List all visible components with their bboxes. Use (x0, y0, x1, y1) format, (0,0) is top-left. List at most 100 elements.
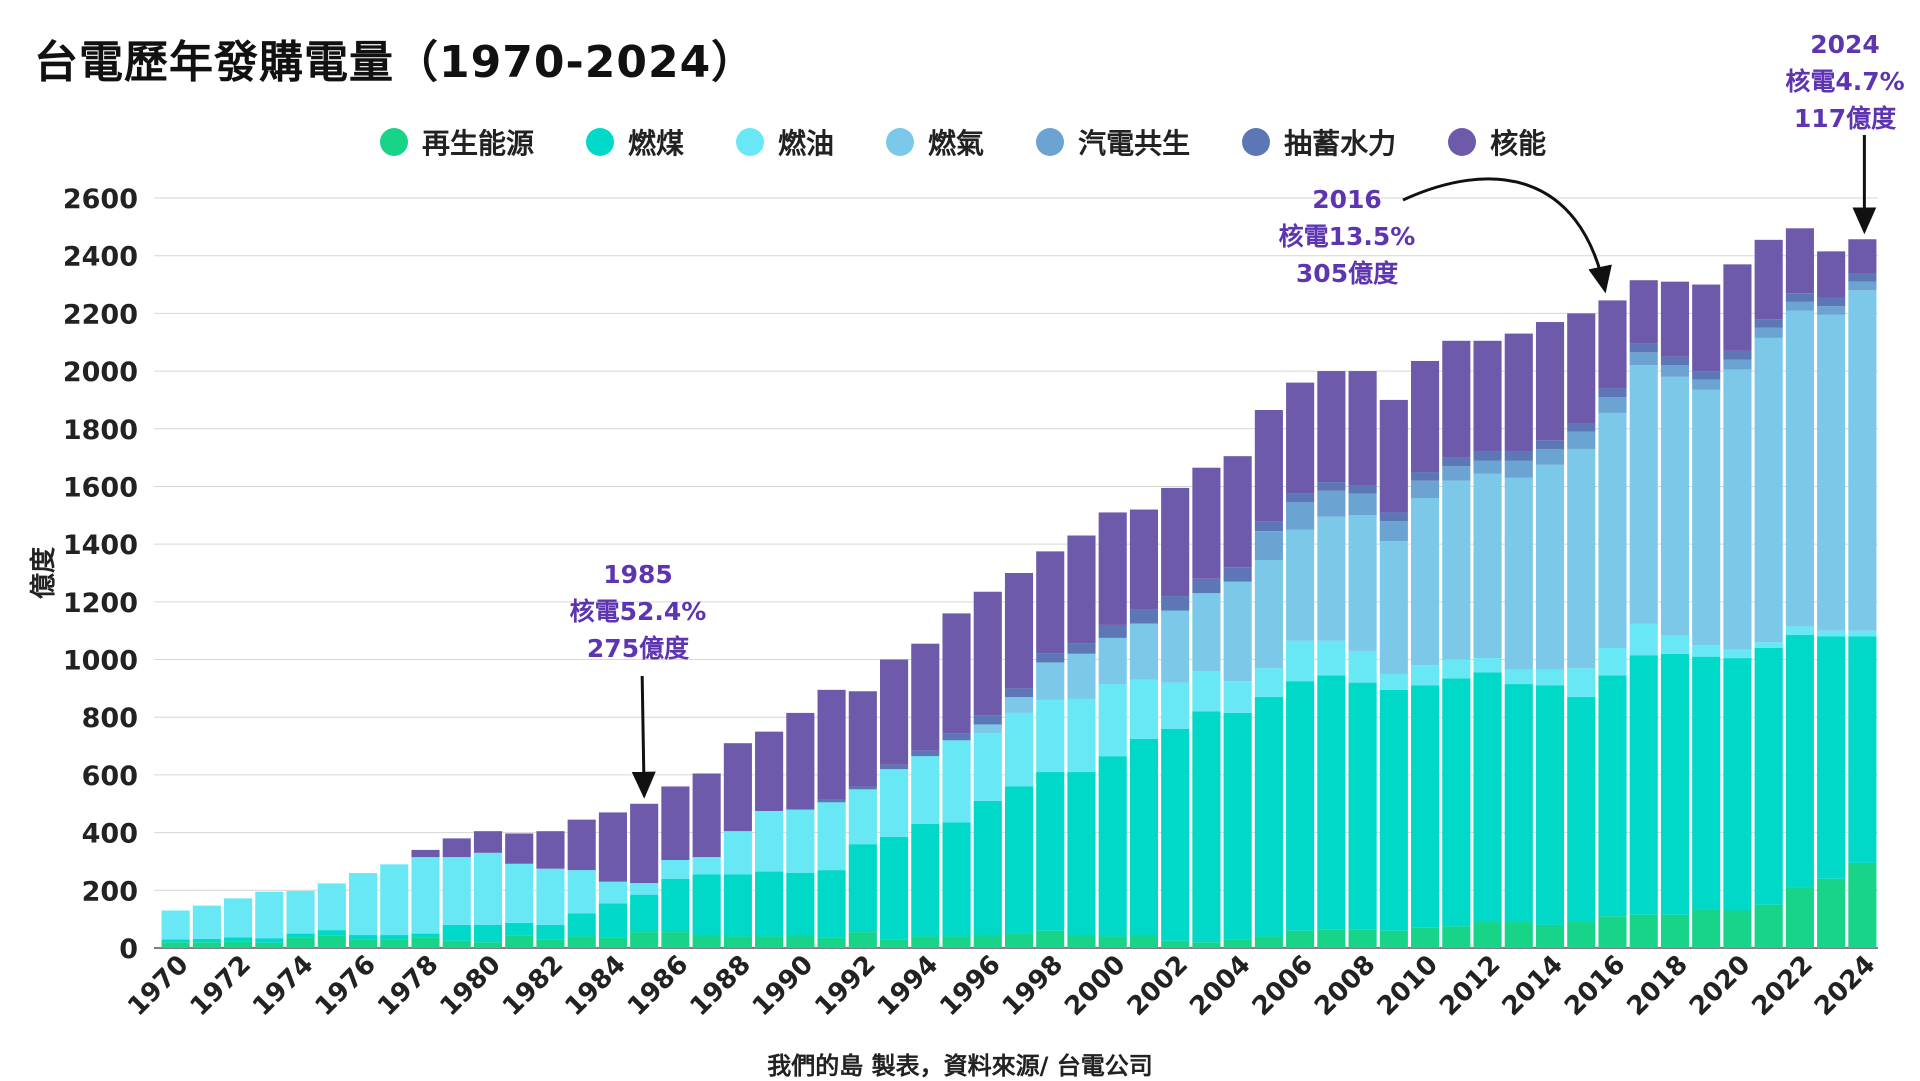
x-tick-label: 2014 (1497, 950, 1569, 1022)
bar-segment (879, 764, 909, 770)
bar-segment (442, 940, 471, 948)
bar-segment (786, 935, 815, 948)
bar-segment (661, 878, 690, 933)
legend-label: 核能 (1490, 127, 1547, 160)
bar-segment (1004, 573, 1034, 689)
bar-segment (1598, 916, 1627, 948)
y-tick-label: 800 (82, 703, 138, 734)
bar-segment (1411, 665, 1440, 686)
bar-segment (973, 724, 1002, 734)
bar-segment (630, 894, 659, 933)
bar-segment (661, 932, 690, 948)
bar-segment (1286, 382, 1315, 494)
bar-segment (1504, 333, 1533, 452)
bar-segment (1442, 659, 1471, 679)
legend-item: 抽蓄水力 (1242, 122, 1396, 162)
bar-segment (1442, 457, 1471, 467)
bar-segment (786, 809, 815, 873)
y-tick-label: 200 (82, 876, 138, 907)
bar-segment (1754, 239, 1783, 320)
bar-segment (1379, 689, 1408, 931)
bar-segment (1348, 682, 1377, 930)
bar-segment (1567, 697, 1596, 923)
bar-segment (1848, 862, 1877, 948)
bar-segment (1473, 658, 1502, 673)
legend-swatch (1036, 128, 1065, 156)
bar-segment (536, 939, 565, 948)
bar-segment (411, 933, 440, 938)
x-tick-label: 2010 (1372, 950, 1444, 1022)
bar-segment (1098, 624, 1127, 638)
legend-item: 燃氣 (886, 122, 984, 162)
bar-segment (1723, 264, 1752, 351)
annotation-2024-year: 2024 (1810, 30, 1880, 59)
bar-segment (1254, 668, 1283, 698)
legend-item: 再生能源 (380, 122, 534, 162)
bar-segment (1317, 929, 1346, 948)
bar-segment (1379, 399, 1408, 513)
annotation-1985: 1985 核電52.4% 275億度 (553, 556, 723, 667)
bar-segment (911, 823, 940, 937)
x-tick-label: 1994 (872, 950, 944, 1022)
bar-segment (1067, 935, 1096, 948)
bar-segment (1036, 662, 1065, 700)
bar-segment (1317, 490, 1346, 517)
bar-segment (224, 898, 253, 938)
bar-segment (1098, 684, 1127, 757)
x-tick-label: 1998 (997, 950, 1069, 1022)
x-tick-label: 1978 (372, 950, 444, 1022)
bar-segment (1379, 521, 1408, 542)
bar-segment (1004, 786, 1034, 934)
bar-segment (1535, 322, 1565, 441)
bar-segment (1660, 376, 1690, 636)
bar-segment (380, 935, 409, 940)
bar-segment (1567, 431, 1596, 449)
bar-segment (1129, 623, 1159, 680)
bar-segment (1817, 297, 1846, 307)
x-tick-label: 2024 (1809, 950, 1881, 1022)
bar-segment (411, 857, 440, 934)
bar-segment (598, 812, 627, 882)
bar-segment (1723, 658, 1752, 911)
bar-segment (1754, 642, 1783, 648)
bar-segment (1535, 448, 1565, 465)
bar-segment (661, 786, 690, 861)
bar-segment (1598, 648, 1627, 676)
legend-label: 汽電共生 (1078, 127, 1191, 160)
bar-segment (755, 810, 784, 872)
x-tick-label: 2000 (1059, 950, 1131, 1022)
legend-label: 燃煤 (628, 127, 685, 160)
bar-segment (598, 881, 627, 904)
bar-segment (1660, 365, 1690, 377)
bar-segment (1254, 521, 1283, 532)
bar-segment (1004, 688, 1034, 698)
bar-segment (1535, 924, 1565, 948)
bar-segment (286, 890, 315, 934)
bar-segment (348, 873, 378, 936)
bar-segment (1848, 281, 1877, 291)
bar-segment (1848, 290, 1877, 631)
bar-segment (317, 883, 346, 931)
bar-segment (1598, 675, 1627, 917)
bar-segment (1504, 451, 1533, 461)
bar-segment (1692, 645, 1721, 657)
bar-segment (1660, 653, 1690, 915)
bar-segment (192, 942, 221, 948)
bar-segment (1254, 410, 1283, 522)
bar-segment (1567, 423, 1596, 432)
bar-segment (473, 831, 503, 853)
bar-segment (1192, 593, 1221, 672)
bar-segment (1442, 926, 1471, 948)
bar-segment (1286, 681, 1315, 931)
bar-segment (1192, 942, 1221, 948)
bar-segment (567, 936, 596, 948)
bar-segment (505, 833, 534, 864)
bar-segment (1785, 310, 1814, 627)
bar-segment (1629, 343, 1658, 353)
bar-segment (1723, 910, 1752, 948)
source-note: 我們的島 製表，資料來源/ 台電公司 (767, 1052, 1153, 1080)
legend: 再生能源 燃煤 燃油 燃氣 汽電共生 抽蓄水力 核能 (380, 120, 1598, 164)
bar-segment (224, 941, 253, 948)
bar-segment (723, 831, 752, 875)
bar-segment (848, 844, 877, 933)
